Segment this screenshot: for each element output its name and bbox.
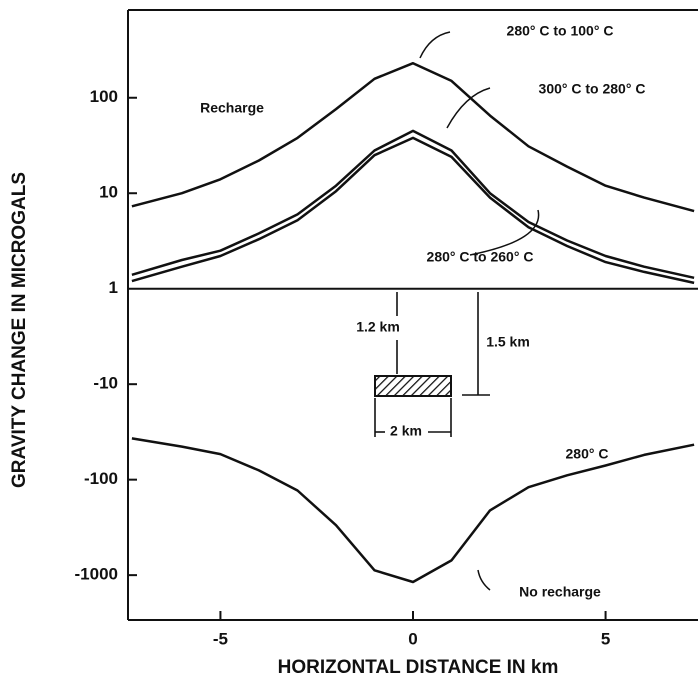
line xyxy=(131,136,695,285)
annotation: 1.2 km xyxy=(356,319,400,335)
y-tick-label: 10 xyxy=(99,183,118,202)
y-axis-title: GRAVITY CHANGE IN MICROGALS xyxy=(9,172,30,488)
annotation: 1.5 km xyxy=(486,334,530,350)
inset-diagram xyxy=(374,292,490,437)
line xyxy=(131,437,695,584)
y-tick-label: 1 xyxy=(109,278,118,297)
series-label: 280° C to 100° C xyxy=(507,23,614,39)
line xyxy=(131,129,695,280)
series-label: No recharge xyxy=(519,584,601,600)
y-tick-label: -100 xyxy=(84,469,118,488)
annotation: 2 km xyxy=(390,423,422,439)
annotation: 280° C xyxy=(566,446,609,462)
y-tick-label: 100 xyxy=(90,87,118,106)
x-tick-label: 5 xyxy=(601,629,610,648)
series-label: 300° C to 280° C xyxy=(539,81,646,97)
y-tick-label: -1000 xyxy=(75,565,118,584)
series-label: 280° C to 260° C xyxy=(427,249,534,265)
annotation: Recharge xyxy=(200,100,264,116)
x-axis-title: HORIZONTAL DISTANCE IN km xyxy=(278,657,559,678)
line xyxy=(131,61,695,213)
leader-lines xyxy=(419,31,540,591)
x-tick-label: -5 xyxy=(213,629,228,648)
x-tick-label: 0 xyxy=(408,629,417,648)
y-tick-label: -10 xyxy=(93,374,118,393)
